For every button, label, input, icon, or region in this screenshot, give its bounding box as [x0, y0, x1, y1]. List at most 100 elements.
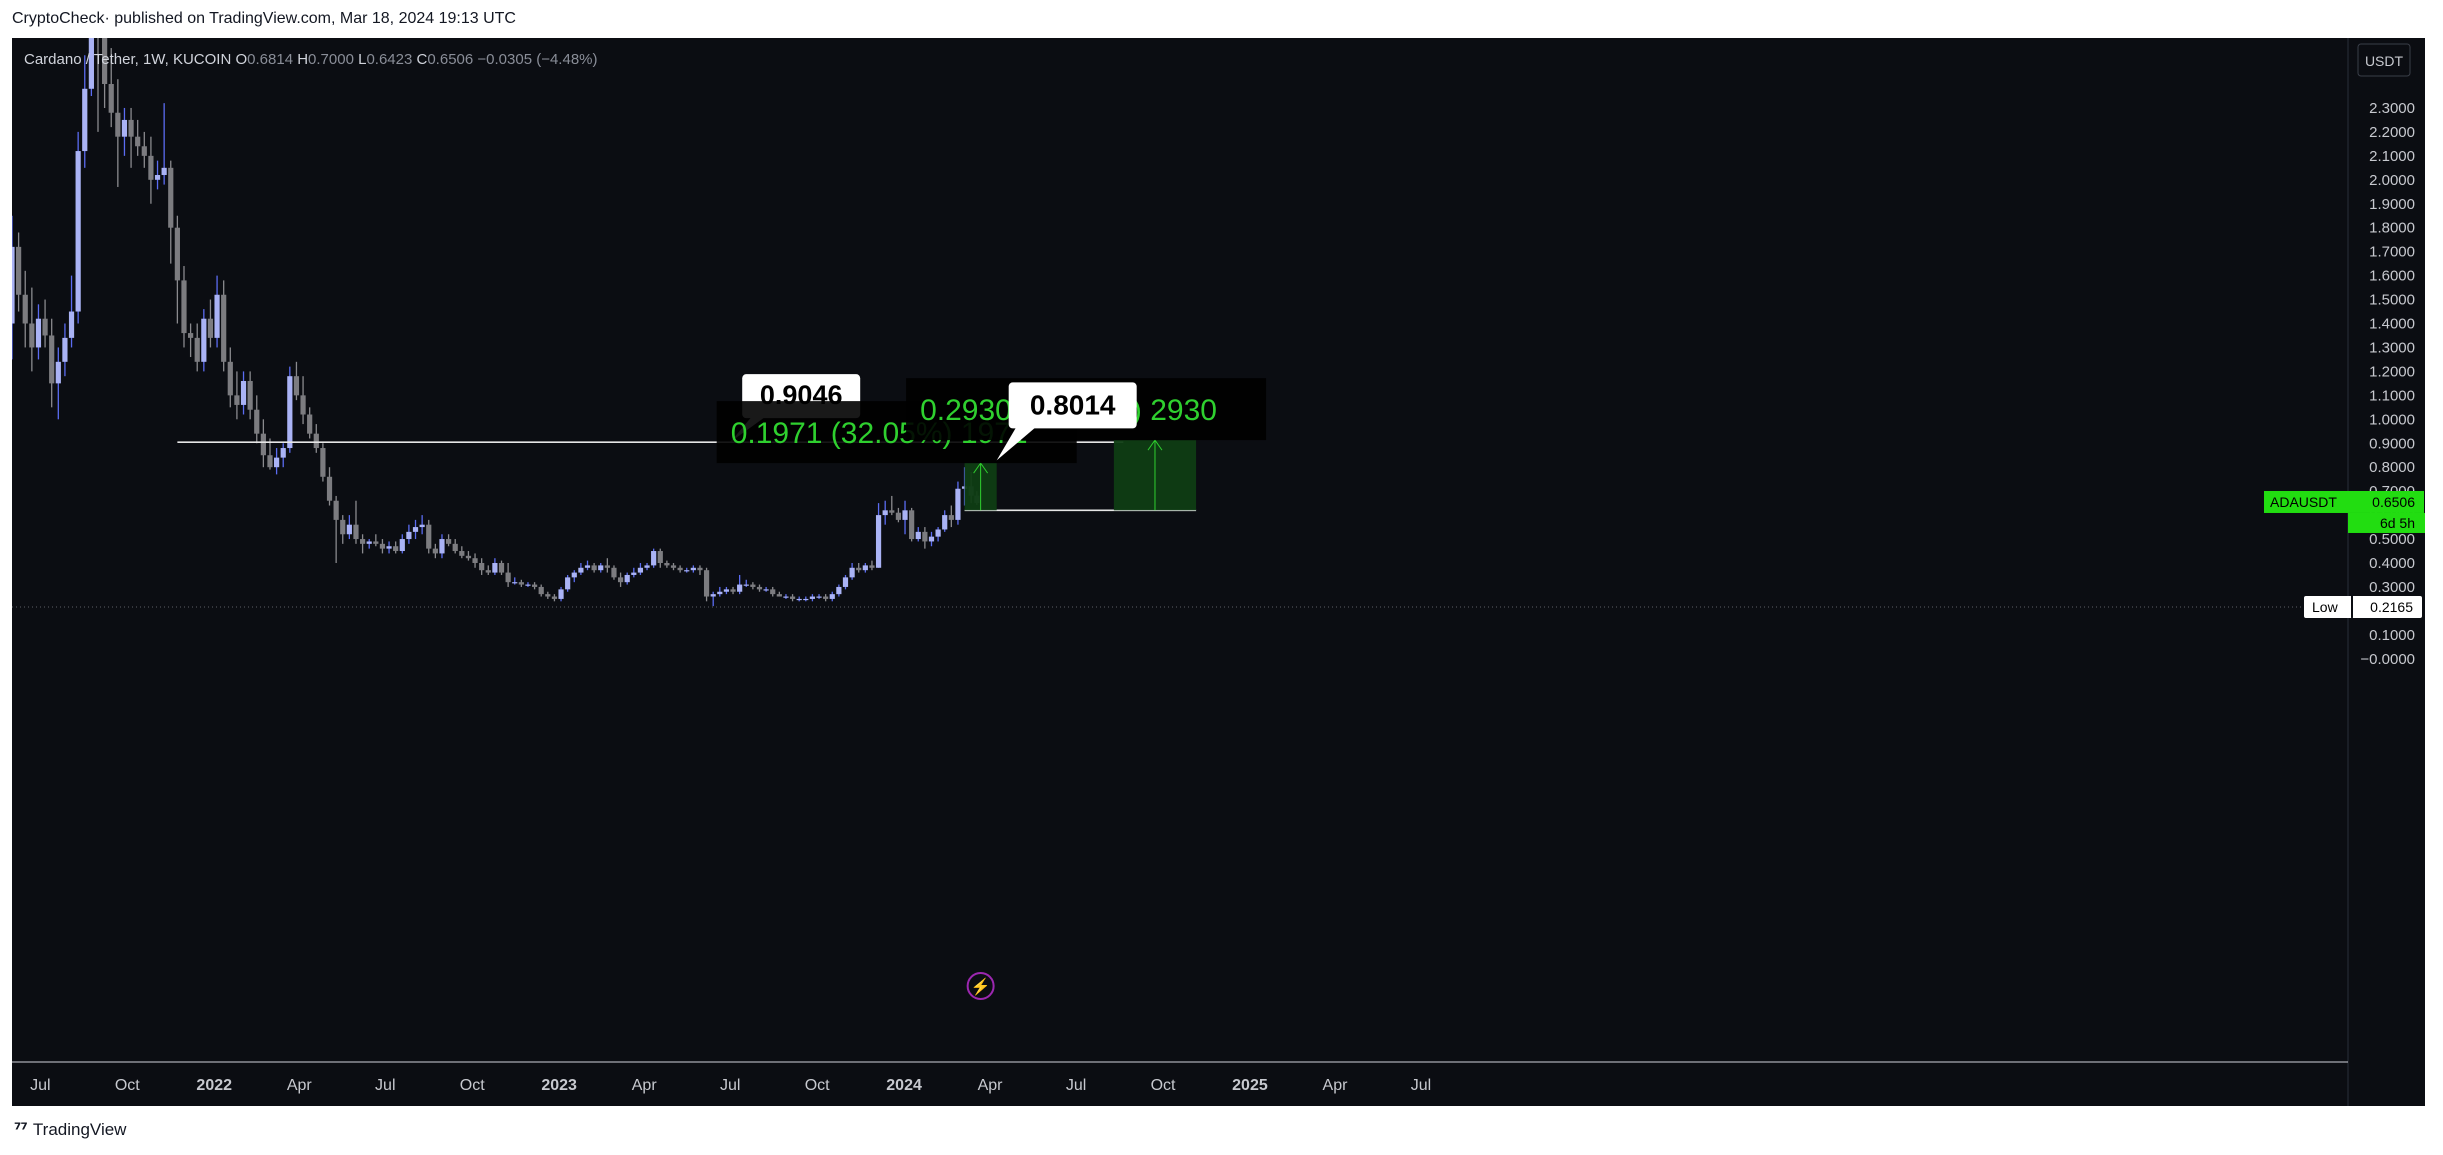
candle-body — [624, 574, 630, 583]
price-tick-label: 0.8000 — [2369, 459, 2415, 476]
candle — [531, 582, 538, 590]
candle-body — [68, 311, 75, 338]
candle-body — [842, 577, 849, 587]
candle — [942, 510, 948, 532]
candle-body — [584, 565, 591, 568]
candle — [849, 563, 855, 580]
candle-body — [776, 594, 782, 597]
candle — [624, 572, 630, 585]
candle-body — [207, 318, 214, 338]
price-tick-label: 0.9000 — [2369, 435, 2415, 452]
lightning-icon-glyph: ⚡ — [971, 977, 991, 996]
candle-body — [657, 551, 663, 563]
candle — [432, 543, 438, 559]
long-position-arrow-head — [1147, 439, 1163, 451]
candle — [651, 548, 657, 568]
candle-body — [915, 531, 921, 540]
candle — [97, 38, 99, 132]
candle-body — [617, 577, 624, 583]
legend-part: 0.6506 — [427, 51, 473, 68]
candle — [889, 495, 895, 516]
candle-body — [300, 395, 306, 415]
candle — [55, 347, 61, 420]
candle-body — [102, 38, 108, 84]
candle-body — [882, 510, 888, 516]
candle — [75, 131, 81, 324]
candle — [386, 541, 392, 554]
candle-body — [578, 567, 584, 573]
candle-body — [558, 589, 564, 599]
candle-body — [154, 175, 161, 180]
candle — [809, 594, 816, 602]
candle-body — [234, 395, 240, 405]
candle — [869, 560, 875, 571]
candle — [240, 371, 247, 415]
candle-body — [551, 596, 558, 599]
legend-part: O — [231, 51, 247, 68]
candle — [948, 505, 954, 528]
candle — [207, 299, 214, 348]
candle — [320, 443, 326, 482]
candle-body — [651, 551, 657, 566]
time-tick-label: Apr — [978, 1077, 1004, 1094]
candle — [895, 507, 902, 523]
tradingview-logo[interactable]: ⁷⁷ TradingView — [14, 1120, 126, 1140]
candle-body — [320, 448, 326, 477]
candle-body — [591, 565, 597, 571]
candle — [756, 584, 763, 592]
low-price-badge — [2304, 595, 2422, 618]
candle-body — [108, 84, 114, 113]
candle-body — [426, 524, 432, 549]
candle-body — [637, 567, 644, 573]
candle-body — [452, 543, 458, 552]
price-tick-label: 1.6000 — [2369, 268, 2415, 285]
candle-body — [201, 318, 207, 362]
symbol-legend-text: Cardano / Tether, 1W, KUCOIN O0.6814 H0.… — [24, 51, 598, 68]
time-tick-label: Jul — [30, 1077, 50, 1094]
candle-body — [366, 541, 372, 544]
candle-body — [386, 546, 392, 549]
candle-body — [796, 598, 802, 601]
candle — [393, 541, 399, 554]
candle — [227, 347, 233, 408]
candle-body — [869, 565, 875, 568]
candle-body — [115, 112, 121, 137]
candle — [340, 515, 346, 544]
candle — [214, 275, 220, 348]
candle — [816, 594, 822, 599]
candle-body — [16, 246, 22, 295]
candle — [154, 160, 161, 190]
time-tick-label: Jul — [720, 1077, 740, 1094]
currency-badge — [2357, 43, 2411, 77]
legend-part: Cardano / Tether, 1W, KUCOIN — [24, 51, 231, 68]
candle-body — [518, 582, 524, 585]
candle-body — [703, 570, 710, 597]
candle-body — [135, 136, 141, 147]
candle — [492, 558, 498, 575]
price-tick-label: 1.1000 — [2369, 387, 2415, 404]
candle-body — [393, 546, 399, 552]
candle-body — [287, 376, 293, 449]
candle-body — [783, 596, 789, 598]
candle — [35, 304, 42, 360]
candle-body — [419, 524, 425, 528]
candle — [108, 48, 114, 128]
candle-body — [181, 280, 187, 334]
candle-body — [565, 577, 571, 590]
candle — [274, 448, 280, 475]
candle — [909, 507, 915, 542]
candle — [770, 586, 776, 597]
candle — [922, 527, 928, 549]
candle — [598, 563, 604, 573]
price-tick-label: 1.3000 — [2369, 339, 2415, 356]
candle — [545, 591, 551, 599]
candle — [571, 570, 577, 583]
candle — [445, 534, 452, 547]
countdown-badge — [2348, 512, 2425, 533]
candle-body — [121, 119, 128, 137]
currency-label: USDT — [2365, 53, 2404, 69]
candle — [42, 299, 48, 348]
